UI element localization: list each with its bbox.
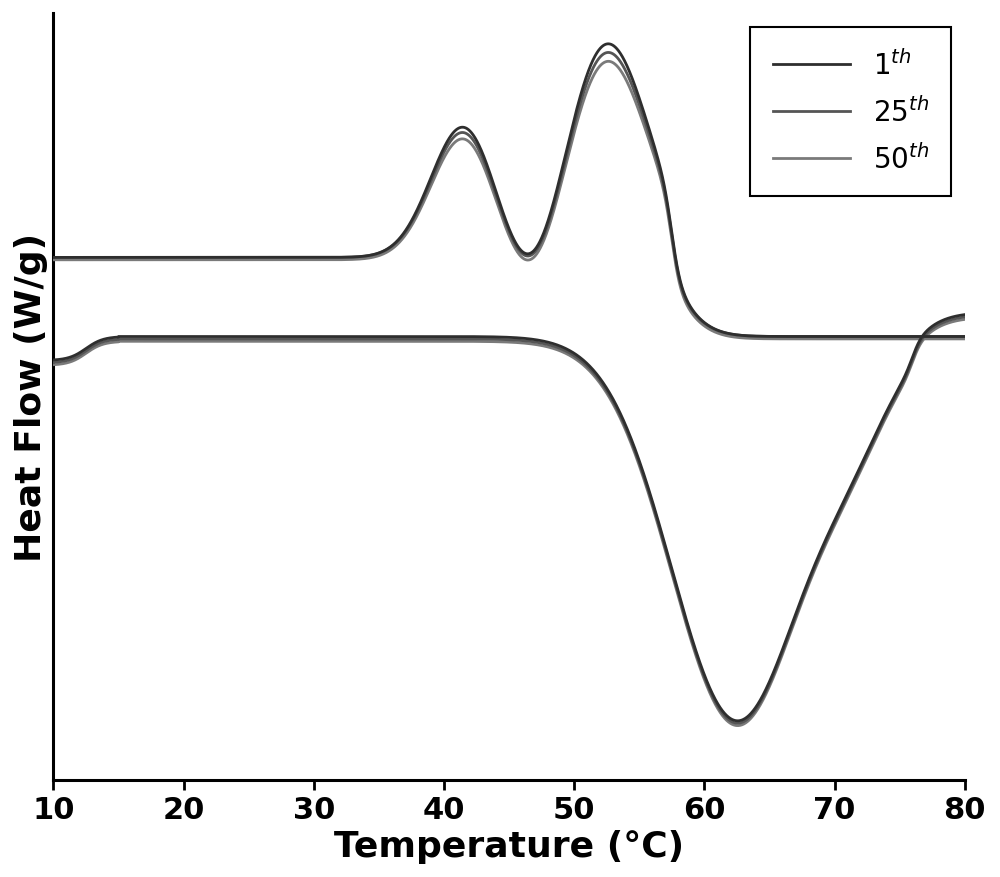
- X-axis label: Temperature (°C): Temperature (°C): [334, 829, 684, 863]
- Legend: 1$^{th}$, 25$^{th}$, 50$^{th}$: 1$^{th}$, 25$^{th}$, 50$^{th}$: [750, 28, 951, 197]
- Y-axis label: Heat Flow (W/g): Heat Flow (W/g): [14, 232, 48, 561]
